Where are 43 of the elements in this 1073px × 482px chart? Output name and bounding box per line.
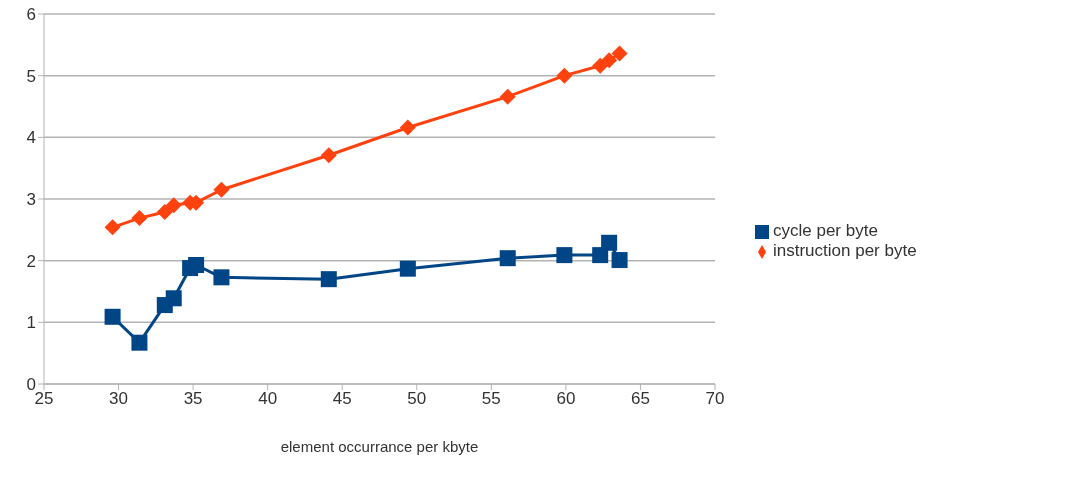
x-tick-label: 40 [258, 389, 278, 409]
point [188, 256, 205, 273]
x-tick-label: 45 [332, 389, 352, 409]
point [592, 57, 609, 74]
point [499, 88, 516, 105]
point [601, 234, 618, 251]
x-tick-label: 60 [556, 389, 576, 409]
point [213, 269, 230, 286]
x-tick-label: 25 [34, 389, 54, 409]
point [165, 290, 182, 307]
point [499, 250, 516, 267]
point [213, 181, 230, 198]
point [399, 119, 416, 136]
y-tick-label: 3 [26, 190, 36, 210]
point [131, 334, 148, 351]
point [556, 247, 573, 264]
x-tick-label: 55 [481, 389, 501, 409]
y-tick-label: 4 [26, 128, 36, 148]
point [131, 210, 148, 227]
point [399, 260, 416, 277]
y-tick-label: 5 [26, 66, 36, 86]
x-axis-title: element occurrance per kbyte [280, 438, 479, 455]
y-tick-label: 6 [26, 5, 36, 25]
point [165, 197, 182, 214]
point [601, 52, 618, 69]
x-tick-label: 65 [630, 389, 650, 409]
y-tick-label: 1 [26, 313, 36, 333]
legend-label: cycle per byte [773, 221, 878, 240]
point [611, 45, 628, 62]
point [320, 271, 337, 288]
point [104, 219, 121, 236]
x-tick-label: 35 [183, 389, 203, 409]
point [156, 203, 173, 220]
point [104, 308, 121, 325]
y-tick-label: 2 [26, 251, 36, 271]
y-tick-label: 0 [26, 375, 36, 395]
point [611, 252, 628, 269]
x-tick-label: 70 [705, 389, 725, 409]
point [556, 67, 573, 84]
point [320, 147, 337, 164]
x-tick-label: 30 [109, 389, 129, 409]
x-tick-label: 50 [407, 389, 427, 409]
legend-label: instruction per byte [773, 241, 917, 260]
